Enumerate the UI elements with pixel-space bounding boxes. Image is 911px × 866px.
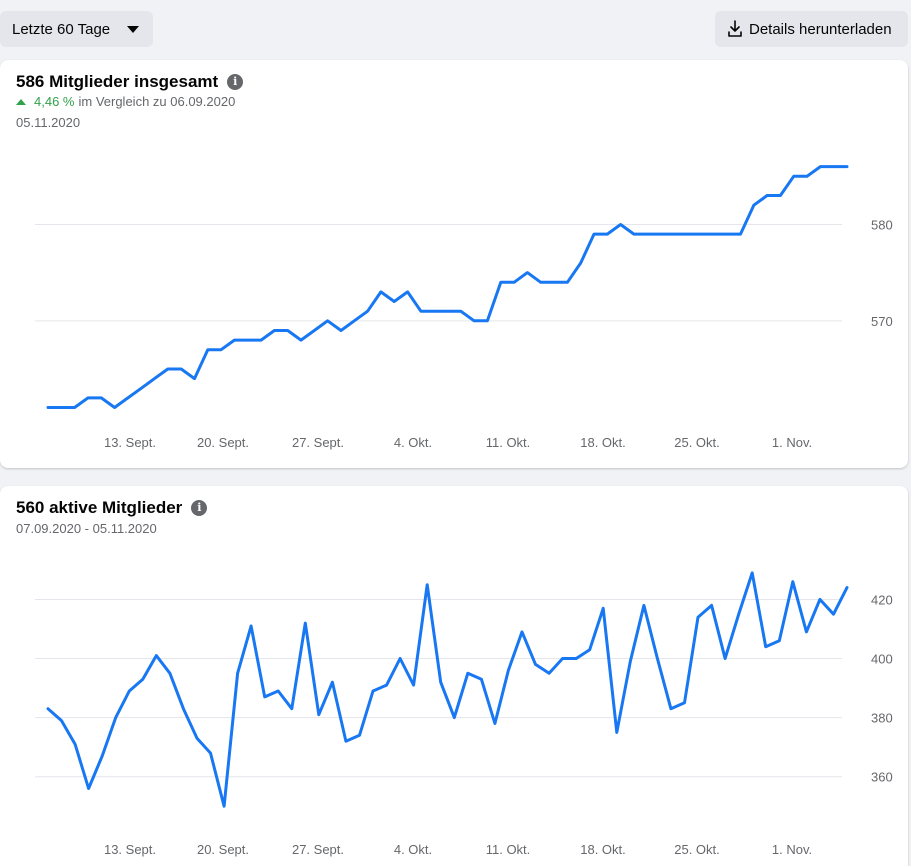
total-members-title: 586 Mitglieder insgesamt [16,72,219,91]
active-x-tick-label: 13. Sept. [104,842,156,857]
total-x-tick-label: 20. Sept. [197,435,249,450]
active-members-line-chart[interactable]: 360 380 400 420 13. Sept. 20. Sept. 27. Sept. 4… [0,486,908,866]
active-members-card: 560 aktive Mitglieder i 07.09.2020 - 05.… [0,486,908,866]
active-x-tick-label: 4. Okt. [394,842,432,857]
info-icon[interactable]: i [191,500,208,516]
total-members-title-row: 586 Mitglieder insgesamt i [16,72,244,92]
active-members-title: 560 aktive Mitglieder [16,498,183,517]
active-members-series-line [46,571,849,808]
arrow-up-icon [16,98,26,105]
total-x-tick-label: 18. Okt. [580,435,626,450]
active-y-tick-label: 420 [871,592,893,607]
active-x-tick-label: 25. Okt. [674,842,720,857]
info-icon[interactable]: i [227,74,244,90]
growth-indicator: 4,46 % im Vergleich zu 06.09.2020 [16,94,235,109]
total-y-tick-label: 580 [871,217,893,232]
total-x-tick-label: 27. Sept. [292,435,344,450]
growth-comparison-text: im Vergleich zu 06.09.2020 [78,94,236,109]
active-y-tick-label: 380 [871,711,893,726]
total-x-tick-label: 25. Okt. [674,435,720,450]
toolbar: Letzte 60 Tage Details herunterladen [0,0,911,54]
total-x-tick-label: 11. Okt. [486,435,531,450]
total-members-line-chart[interactable]: 570 580 13. Sept. 20. Sept. 27. Sept. 4. Okt.… [0,60,908,468]
active-y-tick-label: 400 [871,652,893,667]
total-members-card: 586 Mitglieder insgesamt i 4,46 % im Ver… [0,60,908,468]
total-x-tick-label: 13. Sept. [104,435,156,450]
download-icon [728,20,742,37]
active-x-tick-label: 20. Sept. [197,842,249,857]
active-x-tick-label: 1. Nov. [772,842,812,857]
download-label: Details herunterladen [749,20,892,38]
download-details-button[interactable]: Details herunterladen [715,11,908,47]
growth-percentage: 4,46 % [34,94,75,109]
active-x-tick-label: 27. Sept. [292,842,344,857]
total-members-date: 05.11.2020 [16,115,81,130]
date-range-label: Letzte 60 Tage [12,20,111,38]
active-members-date-range: 07.09.2020 - 05.11.2020 [16,521,157,536]
active-y-tick-label: 360 [871,770,893,785]
caret-down-icon [127,26,139,33]
active-x-tick-label: 11. Okt. [486,842,531,857]
active-members-title-row: 560 aktive Mitglieder i [16,498,208,518]
date-range-dropdown[interactable]: Letzte 60 Tage [0,11,153,47]
total-members-series-line [46,165,849,409]
total-x-tick-label: 1. Nov. [772,435,812,450]
total-x-tick-label: 4. Okt. [394,435,432,450]
active-x-tick-label: 18. Okt. [580,842,626,857]
total-y-tick-label: 570 [871,314,893,329]
